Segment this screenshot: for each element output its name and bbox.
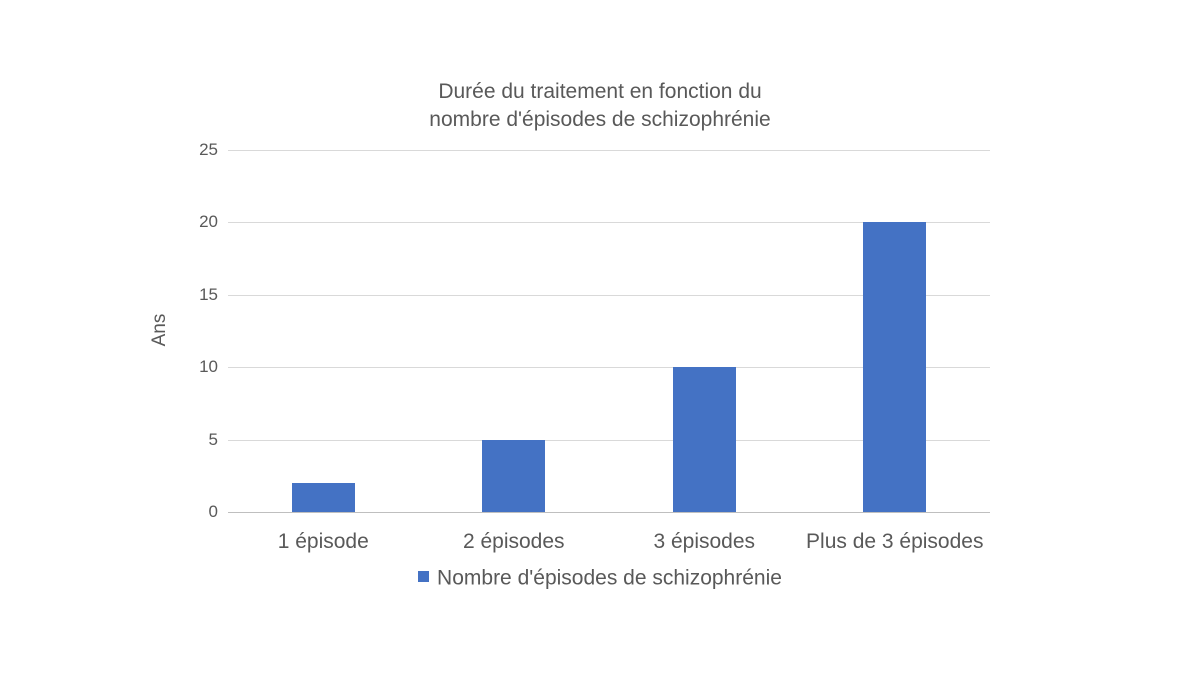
grid-line bbox=[228, 512, 990, 513]
legend: Nombre d'épisodes de schizophrénie bbox=[0, 566, 1200, 590]
y-tick-label: 15 bbox=[199, 285, 218, 305]
chart-title-line1: Durée du traitement en fonction du bbox=[0, 78, 1200, 106]
legend-swatch bbox=[418, 571, 429, 582]
bar bbox=[482, 440, 545, 512]
legend-label: Nombre d'épisodes de schizophrénie bbox=[437, 566, 782, 589]
chart-title-line2: nombre d'épisodes de schizophrénie bbox=[0, 106, 1200, 134]
y-axis-label: Ans bbox=[149, 314, 171, 347]
x-tick-label: Plus de 3 épisodes bbox=[806, 530, 983, 554]
y-tick-label: 25 bbox=[199, 140, 218, 160]
y-tick-label: 20 bbox=[199, 212, 218, 232]
plot-area: 05101520251 épisode2 épisodes3 épisodesP… bbox=[228, 150, 990, 512]
x-tick-label: 1 épisode bbox=[278, 530, 369, 554]
bar-chart: Durée du traitement en fonction du nombr… bbox=[0, 0, 1200, 675]
y-tick-label: 0 bbox=[209, 502, 218, 522]
grid-line bbox=[228, 150, 990, 151]
y-tick-label: 10 bbox=[199, 357, 218, 377]
bar bbox=[292, 483, 355, 512]
bar bbox=[673, 367, 736, 512]
bar bbox=[863, 222, 926, 512]
y-tick-label: 5 bbox=[209, 430, 218, 450]
x-tick-label: 3 épisodes bbox=[653, 530, 755, 554]
chart-title: Durée du traitement en fonction du nombr… bbox=[0, 78, 1200, 135]
x-tick-label: 2 épisodes bbox=[463, 530, 565, 554]
